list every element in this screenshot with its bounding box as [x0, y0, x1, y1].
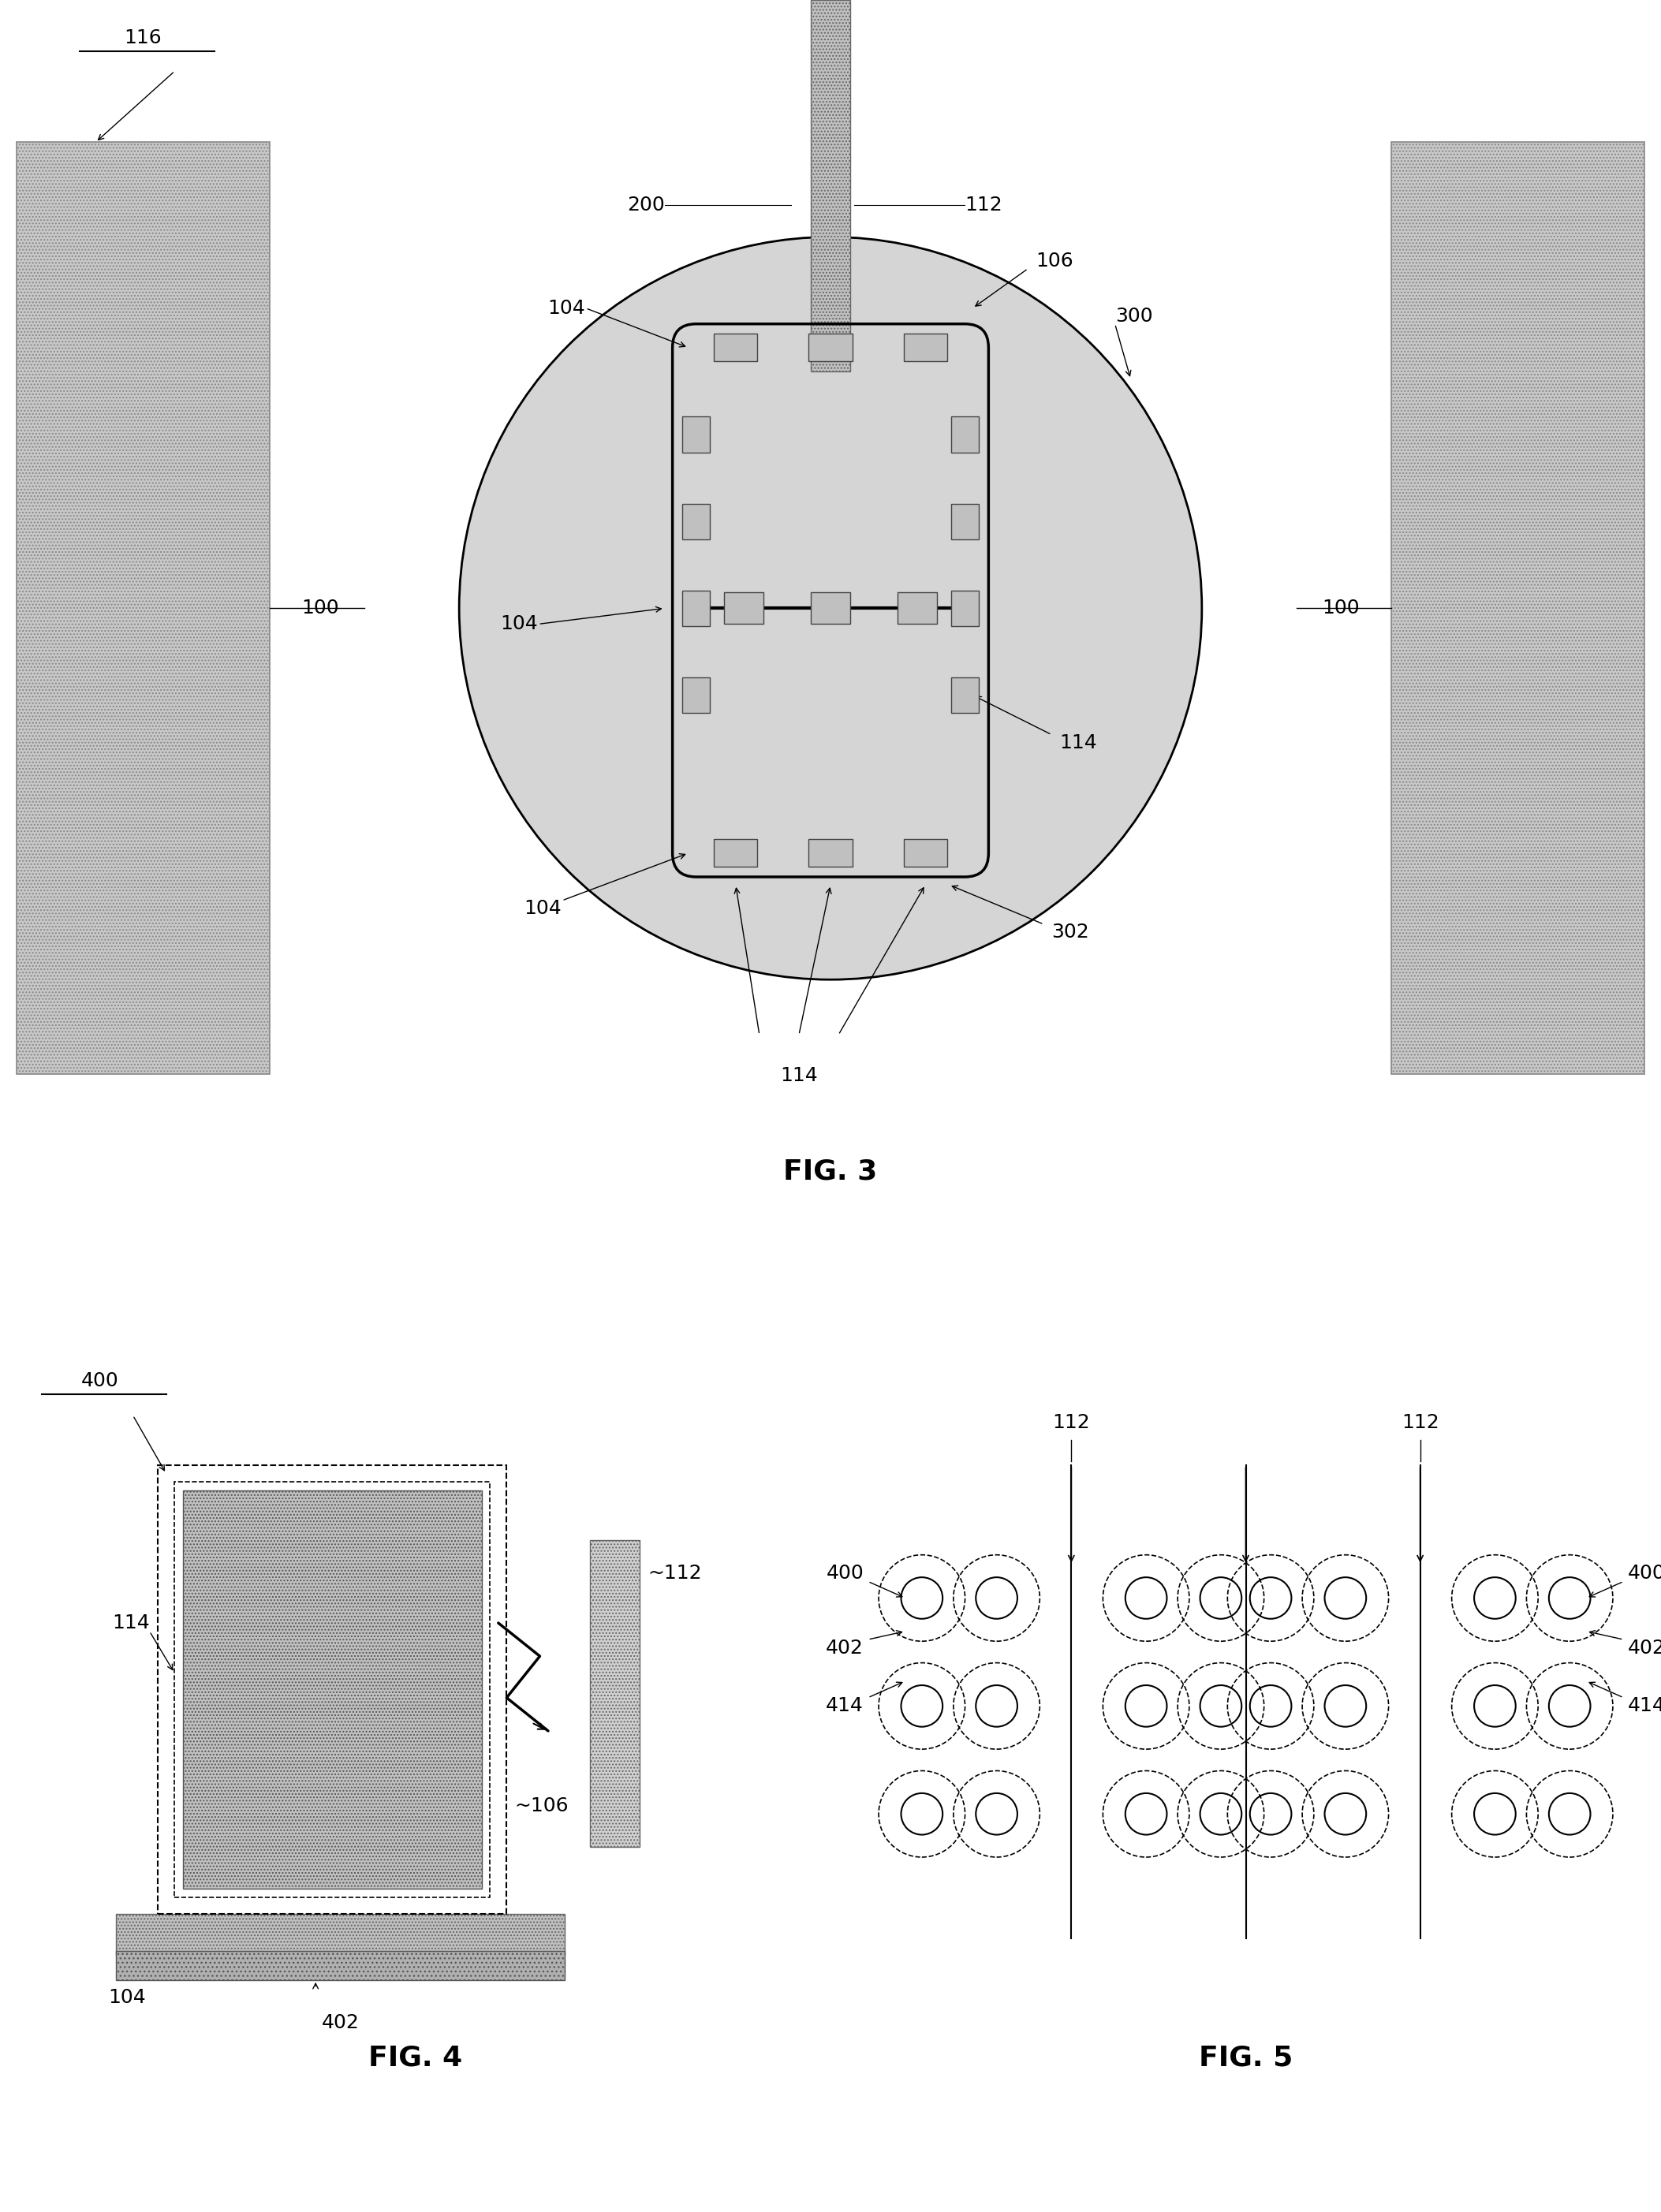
Text: 100: 100	[1322, 599, 1360, 617]
Text: 104: 104	[108, 1989, 146, 2006]
Text: 302: 302	[1051, 922, 1090, 942]
Text: 200: 200	[626, 197, 664, 215]
Text: 112: 112	[965, 197, 1003, 215]
Bar	[952, 591, 978, 626]
Bar	[811, 0, 850, 372]
Text: 300: 300	[1115, 307, 1153, 325]
Bar	[952, 416, 978, 451]
Bar	[683, 416, 709, 451]
Text: 402: 402	[1628, 1639, 1661, 1657]
Bar	[683, 504, 709, 540]
Bar	[714, 334, 757, 361]
Text: 106: 106	[1036, 252, 1073, 270]
Text: 114: 114	[781, 1066, 817, 1086]
Text: 104: 104	[500, 615, 538, 633]
Text: ~106: ~106	[515, 1796, 570, 1816]
Bar	[809, 838, 852, 867]
Bar	[683, 591, 709, 626]
Bar	[724, 593, 764, 624]
Bar	[897, 593, 937, 624]
Text: FIG. 5: FIG. 5	[1199, 2044, 1292, 2070]
Text: 114: 114	[111, 1613, 149, 1632]
Bar	[183, 1491, 482, 1889]
Text: 104: 104	[525, 898, 561, 918]
Text: 100: 100	[301, 599, 339, 617]
Bar	[952, 677, 978, 712]
Text: 414: 414	[826, 1697, 864, 1717]
Bar	[1392, 142, 1644, 1075]
Bar	[904, 334, 947, 361]
Text: 400: 400	[826, 1564, 864, 1582]
Bar	[811, 593, 850, 624]
Bar	[174, 1482, 490, 1898]
Bar	[683, 677, 709, 712]
Circle shape	[458, 237, 1203, 980]
Text: ~112: ~112	[648, 1564, 703, 1582]
Bar	[952, 504, 978, 540]
Text: 400: 400	[1628, 1564, 1661, 1582]
Text: FIG. 4: FIG. 4	[369, 2044, 462, 2070]
Text: 414: 414	[1628, 1697, 1661, 1717]
Text: 116: 116	[125, 29, 161, 46]
Text: 112: 112	[1402, 1413, 1438, 1431]
Bar	[158, 1464, 507, 1913]
Bar	[904, 838, 947, 867]
Bar	[714, 838, 757, 867]
Bar	[590, 1540, 639, 1847]
Bar	[116, 1951, 565, 1980]
Text: 400: 400	[81, 1371, 118, 1391]
Text: 104: 104	[548, 299, 586, 319]
Bar	[116, 1913, 565, 1955]
Text: 114: 114	[1060, 732, 1098, 752]
Bar	[17, 142, 269, 1075]
Text: 112: 112	[1053, 1413, 1090, 1431]
Text: 402: 402	[322, 2013, 359, 2033]
Text: 402: 402	[826, 1639, 864, 1657]
Text: FIG. 3: FIG. 3	[784, 1159, 877, 1186]
Bar	[809, 334, 852, 361]
